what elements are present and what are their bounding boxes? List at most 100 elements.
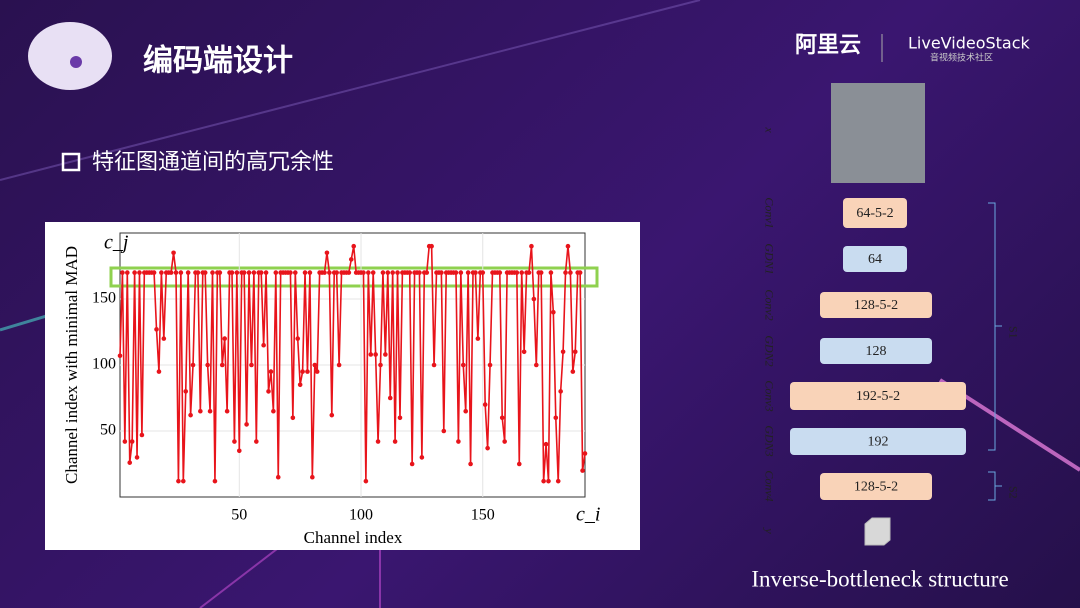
logo-shape [28, 22, 112, 90]
point [568, 270, 573, 275]
point [417, 270, 422, 275]
point [168, 270, 174, 275]
point [288, 270, 293, 275]
point [185, 270, 191, 275]
bracket-label: S1 [1006, 326, 1020, 339]
x-tick-label: 100 [349, 507, 373, 524]
deco [0, 0, 701, 181]
point [407, 270, 413, 275]
x-corner: c_i [576, 504, 600, 526]
point [482, 402, 488, 407]
node-label: 192 [868, 435, 889, 450]
side-label: GDN1 [762, 243, 776, 274]
point [290, 415, 296, 421]
point [322, 270, 327, 275]
point [202, 270, 208, 275]
point [217, 270, 223, 275]
point [514, 270, 520, 275]
point [383, 352, 388, 357]
point [263, 270, 269, 275]
point [502, 439, 507, 444]
point [266, 389, 271, 394]
point [373, 352, 378, 357]
node-box [790, 382, 966, 410]
side-label: Conv3 [762, 380, 776, 411]
node-box [843, 198, 907, 228]
logo-right-sub: 音视频技术社区 [930, 52, 993, 64]
point [134, 455, 140, 460]
x-tick-label: 50 [231, 507, 247, 524]
point [241, 270, 247, 275]
point [120, 270, 125, 275]
point [390, 270, 395, 275]
node-label: 128-5-2 [854, 480, 898, 495]
point [336, 362, 342, 368]
point [577, 270, 583, 275]
logo-right: LiveVideoStack [908, 34, 1031, 53]
point [246, 270, 252, 275]
point [351, 243, 357, 249]
point [129, 439, 135, 444]
point [375, 439, 381, 444]
point [176, 478, 181, 484]
point [531, 296, 537, 302]
point [380, 270, 386, 275]
point [219, 362, 225, 368]
input-image [831, 83, 925, 183]
point [497, 270, 503, 275]
side-label: Conv4 [762, 470, 776, 501]
point [180, 478, 186, 484]
point [565, 243, 571, 249]
point [229, 270, 235, 275]
title: 编码端设计 [143, 44, 293, 79]
point [475, 336, 481, 341]
logo-dot [70, 56, 82, 68]
point [295, 336, 301, 341]
node-label: 64-5-2 [856, 206, 893, 221]
point [156, 369, 162, 374]
point [159, 270, 164, 275]
point [473, 270, 478, 275]
point [543, 441, 549, 447]
node-label: 192-5-2 [856, 389, 900, 404]
point [558, 389, 563, 394]
point [261, 342, 266, 348]
point [429, 243, 434, 249]
point [249, 362, 254, 368]
point [127, 460, 133, 465]
point [117, 353, 123, 359]
bullet-box [61, 152, 81, 172]
point [305, 369, 310, 374]
point [198, 408, 203, 414]
point [324, 250, 330, 256]
point [329, 412, 335, 418]
point [297, 382, 303, 388]
point [139, 432, 145, 438]
point [251, 270, 257, 275]
point [273, 270, 279, 275]
point [137, 270, 142, 275]
point [334, 270, 339, 275]
point [378, 362, 383, 368]
point [244, 422, 249, 427]
y-tick-label: 50 [100, 422, 116, 439]
point [236, 448, 242, 454]
point [439, 270, 444, 275]
point [397, 415, 403, 421]
side-label: Conv2 [762, 289, 776, 320]
side-label: GDN3 [762, 425, 776, 456]
node-box [820, 338, 932, 364]
point [254, 439, 259, 444]
point [570, 369, 576, 374]
point [302, 270, 308, 275]
point [431, 362, 437, 368]
point [548, 270, 554, 275]
point [178, 270, 184, 275]
point [207, 408, 213, 414]
point [212, 478, 218, 484]
node-box [843, 246, 907, 272]
point [409, 461, 415, 467]
point [370, 270, 376, 275]
point [519, 270, 525, 275]
